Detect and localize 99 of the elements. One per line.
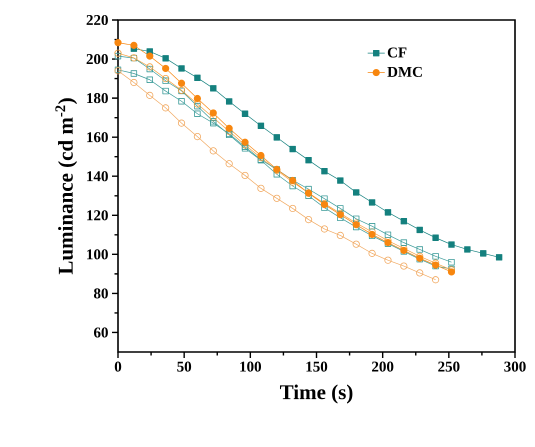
x-tick-label: 200 [372, 362, 394, 372]
point [353, 216, 360, 222]
point [416, 269, 424, 277]
point [130, 70, 138, 77]
y-axis-title: Luminance (cd m$^{-2}$) [55, 98, 78, 274]
point [146, 92, 154, 99]
point [178, 120, 186, 127]
point [114, 52, 122, 60]
x-tick-label: 50 [177, 362, 192, 372]
point [336, 232, 344, 240]
point [178, 98, 185, 104]
point [242, 110, 248, 117]
point [274, 134, 280, 141]
x-tick-label: 300 [504, 362, 526, 372]
point [242, 145, 248, 152]
point [289, 146, 296, 152]
point [130, 78, 138, 86]
point [320, 225, 328, 233]
point [496, 254, 502, 260]
point [194, 132, 201, 140]
point [464, 246, 471, 253]
point [352, 240, 360, 248]
point [432, 253, 439, 260]
point [226, 160, 233, 168]
point [416, 226, 423, 234]
point [448, 258, 455, 266]
point [273, 194, 280, 202]
point [178, 65, 185, 72]
point [226, 98, 232, 105]
y-tick-label: 180 [87, 93, 108, 104]
point [384, 232, 392, 238]
point [384, 209, 392, 216]
y-tick-label: 140 [87, 171, 108, 182]
point [305, 157, 312, 164]
point [257, 184, 265, 192]
point [210, 85, 216, 92]
x-tick-label: 250 [438, 362, 460, 372]
point [257, 152, 265, 160]
point [241, 172, 249, 180]
point [337, 177, 344, 184]
point [178, 80, 186, 87]
point [432, 276, 440, 284]
point [162, 74, 170, 82]
point [400, 218, 408, 224]
point [321, 195, 328, 202]
point [353, 189, 360, 196]
x-tick-label: 150 [306, 362, 328, 372]
point [384, 256, 392, 264]
point [480, 250, 486, 257]
point [400, 239, 408, 246]
x-axis-title: Time (s) [280, 384, 352, 404]
point [289, 204, 296, 212]
point [321, 204, 328, 211]
legend-label: DMC [387, 66, 422, 77]
point [448, 241, 455, 248]
point [321, 168, 328, 174]
point [305, 186, 312, 192]
point [242, 144, 248, 150]
point [194, 100, 201, 108]
y-tick-label: 200 [86, 54, 108, 64]
point [226, 124, 233, 132]
point [210, 147, 217, 154]
point [146, 52, 154, 60]
point [146, 76, 153, 83]
point [194, 74, 201, 82]
y-tick-label: 60 [94, 327, 108, 338]
x-tick-label: 100 [240, 362, 262, 372]
point [162, 55, 169, 62]
point [130, 42, 138, 49]
point [241, 138, 249, 146]
point [114, 39, 122, 46]
point [114, 50, 122, 57]
point [162, 78, 169, 84]
y-tick-label: 100 [87, 249, 108, 260]
point [162, 64, 170, 72]
y-tick-label: 80 [94, 288, 108, 298]
point [194, 110, 201, 117]
point [162, 104, 170, 112]
point [368, 199, 376, 206]
point [368, 223, 376, 230]
point [432, 234, 439, 241]
y-tick-label: 120 [87, 210, 108, 220]
point [416, 246, 423, 253]
point [162, 88, 169, 94]
point [146, 63, 154, 70]
point [194, 94, 201, 102]
point [304, 216, 312, 224]
point [146, 66, 153, 72]
y-tick-label: 220 [86, 14, 108, 26]
point [194, 102, 201, 110]
point [210, 109, 217, 117]
point [289, 182, 296, 190]
point [400, 262, 408, 270]
y-tick-label: 160 [87, 132, 108, 142]
legend-label: CF [388, 47, 406, 58]
point [258, 122, 264, 130]
x-tick-label: 0 [114, 362, 122, 372]
point [368, 250, 376, 257]
point [337, 205, 344, 212]
